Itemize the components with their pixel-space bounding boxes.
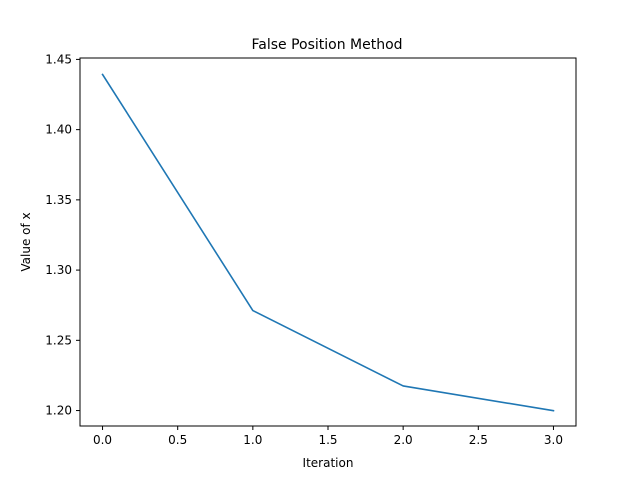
series-line [101, 73, 555, 412]
y-tick-label: 1.30 [45, 263, 72, 277]
y-tick-label: 1.40 [45, 123, 72, 137]
x-axis-ticks: 0.0 0.5 1.0 1.5 2.0 2.5 3.0 [93, 426, 563, 447]
x-tick-label: 3.0 [544, 433, 563, 447]
x-axis-label: Iteration [303, 456, 354, 470]
x-tick-label: 0.5 [168, 433, 187, 447]
y-tick-label: 1.20 [45, 404, 72, 418]
y-axis-ticks: 1.20 1.25 1.30 1.35 1.40 1.45 [45, 52, 80, 418]
x-tick-label: 1.5 [318, 433, 337, 447]
y-tick-label: 1.45 [45, 52, 72, 66]
y-tick-label: 1.35 [45, 193, 72, 207]
x-tick-label: 2.5 [469, 433, 488, 447]
x-tick-label: 2.0 [394, 433, 413, 447]
x-tick-label: 1.0 [243, 433, 262, 447]
x-tick-label: 0.0 [93, 433, 112, 447]
y-tick-label: 1.25 [45, 333, 72, 347]
series-layer [101, 73, 555, 412]
chart-title: False Position Method [251, 37, 402, 53]
plot-frame [79, 57, 577, 427]
y-axis-label: Value of x [19, 212, 33, 271]
